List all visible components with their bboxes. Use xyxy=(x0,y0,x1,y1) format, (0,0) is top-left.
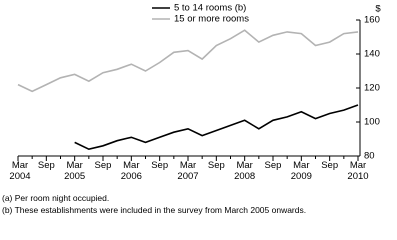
series-line xyxy=(17,29,359,93)
x-tick-label: Mar 2010 xyxy=(347,160,369,182)
x-tick-label: Sep xyxy=(151,160,169,171)
chart-page: $ 80 100 120 140 160 5 to 14 rooms (b) 15 or m… xyxy=(2,3,381,215)
legend-label: 5 to 14 rooms (b) xyxy=(174,3,246,14)
x-tick-label: Sep xyxy=(321,160,339,171)
y-tick-label: 80 xyxy=(364,151,375,162)
x-tick-label: Mar 2007 xyxy=(177,160,199,182)
x-tick-label: Mar 2008 xyxy=(234,160,256,182)
x-tick-label: Sep xyxy=(94,160,112,171)
chart: $ 80 100 120 140 160 5 to 14 rooms (b)15 or m… xyxy=(17,3,381,162)
x-tick-label: Sep xyxy=(264,160,282,171)
x-tick-label: Sep xyxy=(37,160,55,171)
footnote: (b) These establishments were included i… xyxy=(2,205,307,215)
legend-label: 15 or more rooms xyxy=(174,14,249,25)
series-line xyxy=(74,104,359,151)
x-tick-label: Sep xyxy=(207,160,225,171)
y-tick-label: 100 xyxy=(364,117,380,128)
x-tick-label: Mar 2005 xyxy=(64,160,86,182)
y-tick-label: 160 xyxy=(364,15,380,26)
y-axis-label: $ xyxy=(375,4,381,15)
x-tick-label: Mar 2004 xyxy=(9,160,31,182)
y-tick-label: 140 xyxy=(364,49,380,60)
x-tick-label: Mar 2009 xyxy=(290,160,312,182)
footnote: (a) Per room night occupied. xyxy=(2,193,110,203)
x-tick-label: Mar 2006 xyxy=(120,160,142,182)
y-tick-label: 120 xyxy=(364,83,380,94)
